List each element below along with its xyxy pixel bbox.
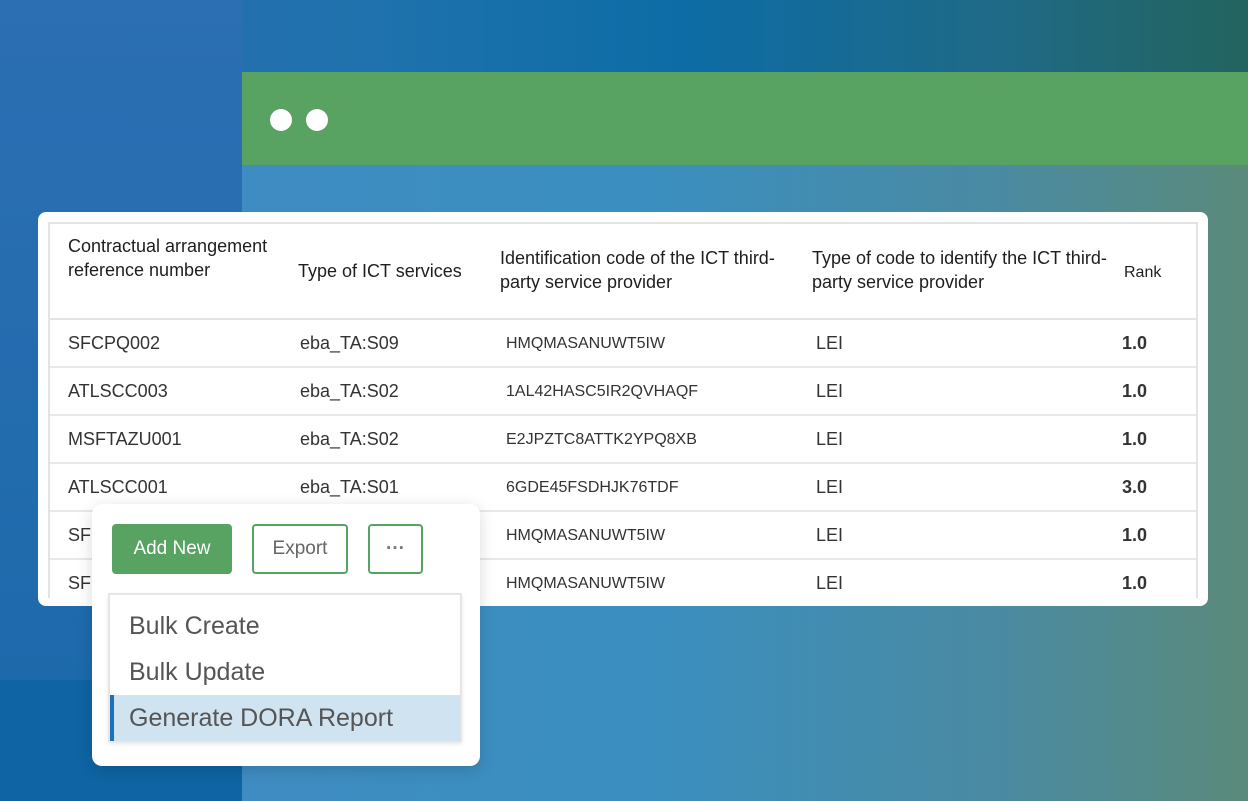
provider-code-cell: E2JPZTC8ATTK2YPQ8XB xyxy=(506,431,697,448)
provider-code-cell: HMQMASANUWT5IW xyxy=(506,335,666,352)
provider-code-cell: 6GDE45FSDHJK76TDF xyxy=(506,479,679,496)
reference-number-cell: SFCPQ002 xyxy=(68,333,161,353)
column-header[interactable]: Rank xyxy=(1124,264,1162,281)
column-header[interactable]: Identification code of the ICT third-par… xyxy=(500,248,775,292)
rank-cell: 1.0 xyxy=(1122,573,1148,593)
table-row[interactable]: SFCPQ002 eba_TA:S09 HMQMASANUWT5IW LEI 1.0 xyxy=(50,320,1196,368)
rank-cell: 1.0 xyxy=(1122,381,1148,401)
provider-code-cell: 1AL42HASC5IR2QVHAQF xyxy=(506,383,699,400)
service-type-cell: eba_TA:S09 xyxy=(300,333,399,353)
table-row[interactable]: SF HMQMASANUWT5IW LEI 1.0 xyxy=(50,512,1196,560)
column-header[interactable]: Type of ICT services xyxy=(298,261,462,281)
more-options-menu: Bulk Create Bulk Update Generate DORA Re… xyxy=(108,593,462,742)
code-type-cell: LEI xyxy=(816,477,844,497)
service-type-cell: eba_TA:S02 xyxy=(300,381,399,401)
provider-code-cell: HMQMASANUWT5IW xyxy=(506,575,666,592)
reference-number-cell: ATLSCC003 xyxy=(68,381,168,401)
table-row[interactable]: MSFTAZU001 eba_TA:S02 E2JPZTC8ATTK2YPQ8XB L… xyxy=(50,416,1196,464)
menu-item-bulk-create[interactable]: Bulk Create xyxy=(129,611,260,640)
provider-code-cell: HMQMASANUWT5IW xyxy=(506,527,666,544)
export-button[interactable]: Export xyxy=(252,524,348,574)
reference-number-cell: MSFTAZU001 xyxy=(68,429,182,449)
code-type-cell: LEI xyxy=(816,573,844,593)
rank-cell: 1.0 xyxy=(1122,429,1148,449)
code-type-cell: LEI xyxy=(816,525,844,545)
rank-cell: 3.0 xyxy=(1122,477,1148,497)
service-type-cell: eba_TA:S02 xyxy=(300,429,399,449)
more-options-button[interactable]: ··· xyxy=(368,524,423,574)
service-type-cell: eba_TA:S01 xyxy=(300,477,399,497)
code-type-cell: LEI xyxy=(816,381,844,401)
window-titlebar xyxy=(242,72,1248,165)
rank-cell: 1.0 xyxy=(1122,333,1148,353)
code-type-cell: LEI xyxy=(816,429,844,449)
table-header: Contractual arrangement reference number… xyxy=(50,224,1196,320)
actions-popover: Add New Export ··· Bulk Create Bulk Upda… xyxy=(92,504,480,766)
column-header[interactable]: Contractual arrangement reference number xyxy=(68,236,268,280)
reference-number-cell: SF xyxy=(68,525,92,545)
code-type-cell: LEI xyxy=(816,333,844,353)
menu-item-bulk-update[interactable]: Bulk Update xyxy=(129,657,266,686)
add-new-button[interactable]: Add New xyxy=(112,524,232,574)
rank-cell: 1.0 xyxy=(1122,525,1148,545)
table-row[interactable]: ATLSCC001 eba_TA:S01 6GDE45FSDHJK76TDF LEI 3… xyxy=(50,464,1196,512)
table-row[interactable]: ATLSCC003 eba_TA:S02 1AL42HASC5IR2QVHAQF LE… xyxy=(50,368,1196,416)
reference-number-cell: SF xyxy=(68,573,92,593)
reference-number-cell: ATLSCC001 xyxy=(68,477,168,497)
data-table: Contractual arrangement reference number… xyxy=(48,222,1198,598)
table-row[interactable]: SF HMQMASANUWT5IW LEI 1.0 xyxy=(50,560,1196,598)
window-control-dot[interactable] xyxy=(306,109,328,131)
column-header[interactable]: Type of code to identify the ICT third-p… xyxy=(812,248,1107,292)
menu-item-generate-dora-report[interactable]: Generate DORA Report xyxy=(110,695,460,741)
window-control-dot[interactable] xyxy=(270,109,292,131)
